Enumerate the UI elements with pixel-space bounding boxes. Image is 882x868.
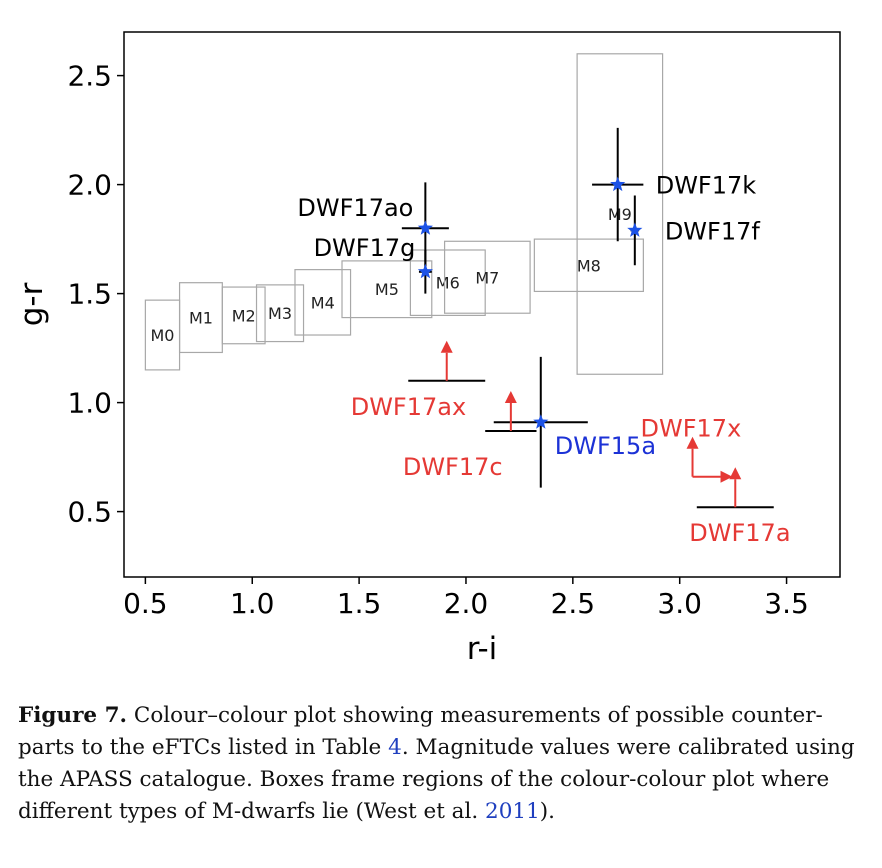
point-label-dwf17f: DWF17f (665, 217, 761, 245)
box-m4 (294, 269, 352, 336)
y-tick-label: 1.5 (67, 278, 112, 311)
box-label-m6: M6 (436, 274, 460, 293)
point-dwf17f (627, 222, 643, 237)
limit-arrow-dwf17a (729, 467, 742, 508)
caption-text-2: . Magnitude values were calibrated using… (18, 735, 855, 824)
box-label-m9: M9 (608, 205, 632, 224)
y-axis-label: g-r (14, 282, 50, 326)
box-m5 (341, 260, 433, 319)
box-m3 (255, 284, 305, 343)
x-tick-label: 3.5 (764, 587, 809, 620)
x-tick-label: 3.0 (657, 587, 702, 620)
box-label-m2: M2 (232, 306, 256, 325)
box-label-m3: M3 (268, 304, 292, 323)
x-tick-label: 2.5 (551, 587, 596, 620)
x-tick-label: 1.0 (230, 587, 275, 620)
caption-table-link[interactable]: 4 (388, 735, 402, 760)
box-m6 (409, 249, 486, 317)
point-label-dwf17k: DWF17k (656, 172, 757, 200)
box-label-m4: M4 (311, 293, 335, 312)
box-label-m0: M0 (150, 326, 174, 345)
point-label-dwf17x: DWF17x (641, 415, 742, 443)
box-label-m1: M1 (189, 309, 213, 328)
limit-arrow-right-dwf17x (692, 470, 733, 483)
caption-text-1: Colour–colour plot showing measurements … (18, 703, 823, 760)
box-m9 (576, 53, 664, 375)
point-label-dwf17g: DWF17g (314, 234, 416, 262)
box-label-m7: M7 (475, 268, 499, 287)
figure-caption: Figure 7. Colour–colour plot showing mea… (18, 700, 864, 828)
point-dwf17g (417, 263, 433, 279)
plot-frame (123, 31, 841, 578)
caption-figure-label: Figure 7. (18, 703, 128, 728)
x-axis-label: r-i (467, 631, 498, 667)
point-label-dwf15a: DWF15a (555, 432, 656, 460)
box-label-m8: M8 (577, 256, 601, 275)
point-label-dwf17ax: DWF17ax (351, 393, 466, 421)
colour-colour-plot: M0 M1 M2 M3 M4 M5 M6 M7 M8 M9 0.5 1.0 1.5 2.0 2.5 3.0 3… (14, 31, 841, 667)
y-tick-label: 2.0 (67, 169, 112, 202)
box-m8 (533, 238, 644, 293)
point-dwf15a (533, 414, 549, 429)
limit-arrow-dwf17ax (440, 340, 453, 381)
x-tick-label: 0.5 (123, 587, 168, 620)
y-tick-label: 0.5 (67, 496, 112, 529)
point-label-dwf17c: DWF17c (403, 453, 503, 481)
box-m2 (221, 286, 266, 345)
point-dwf17ao (417, 220, 433, 235)
caption-citation-link[interactable]: 2011 (485, 799, 540, 824)
box-label-m5: M5 (375, 280, 399, 299)
y-tick-label: 1.0 (67, 387, 112, 420)
limit-arrow-dwf17c (504, 390, 517, 431)
x-tick-label: 1.5 (337, 587, 382, 620)
point-dwf17k (610, 176, 626, 192)
box-m7 (443, 240, 531, 314)
limit-arrow-up-dwf17x (686, 436, 699, 477)
point-label-dwf17a: DWF17a (689, 519, 790, 547)
x-tick-label: 2.0 (444, 587, 489, 620)
caption-text-3: ). (539, 799, 555, 824)
point-label-dwf17ao: DWF17ao (297, 194, 413, 222)
y-tick-label: 2.5 (67, 60, 112, 93)
